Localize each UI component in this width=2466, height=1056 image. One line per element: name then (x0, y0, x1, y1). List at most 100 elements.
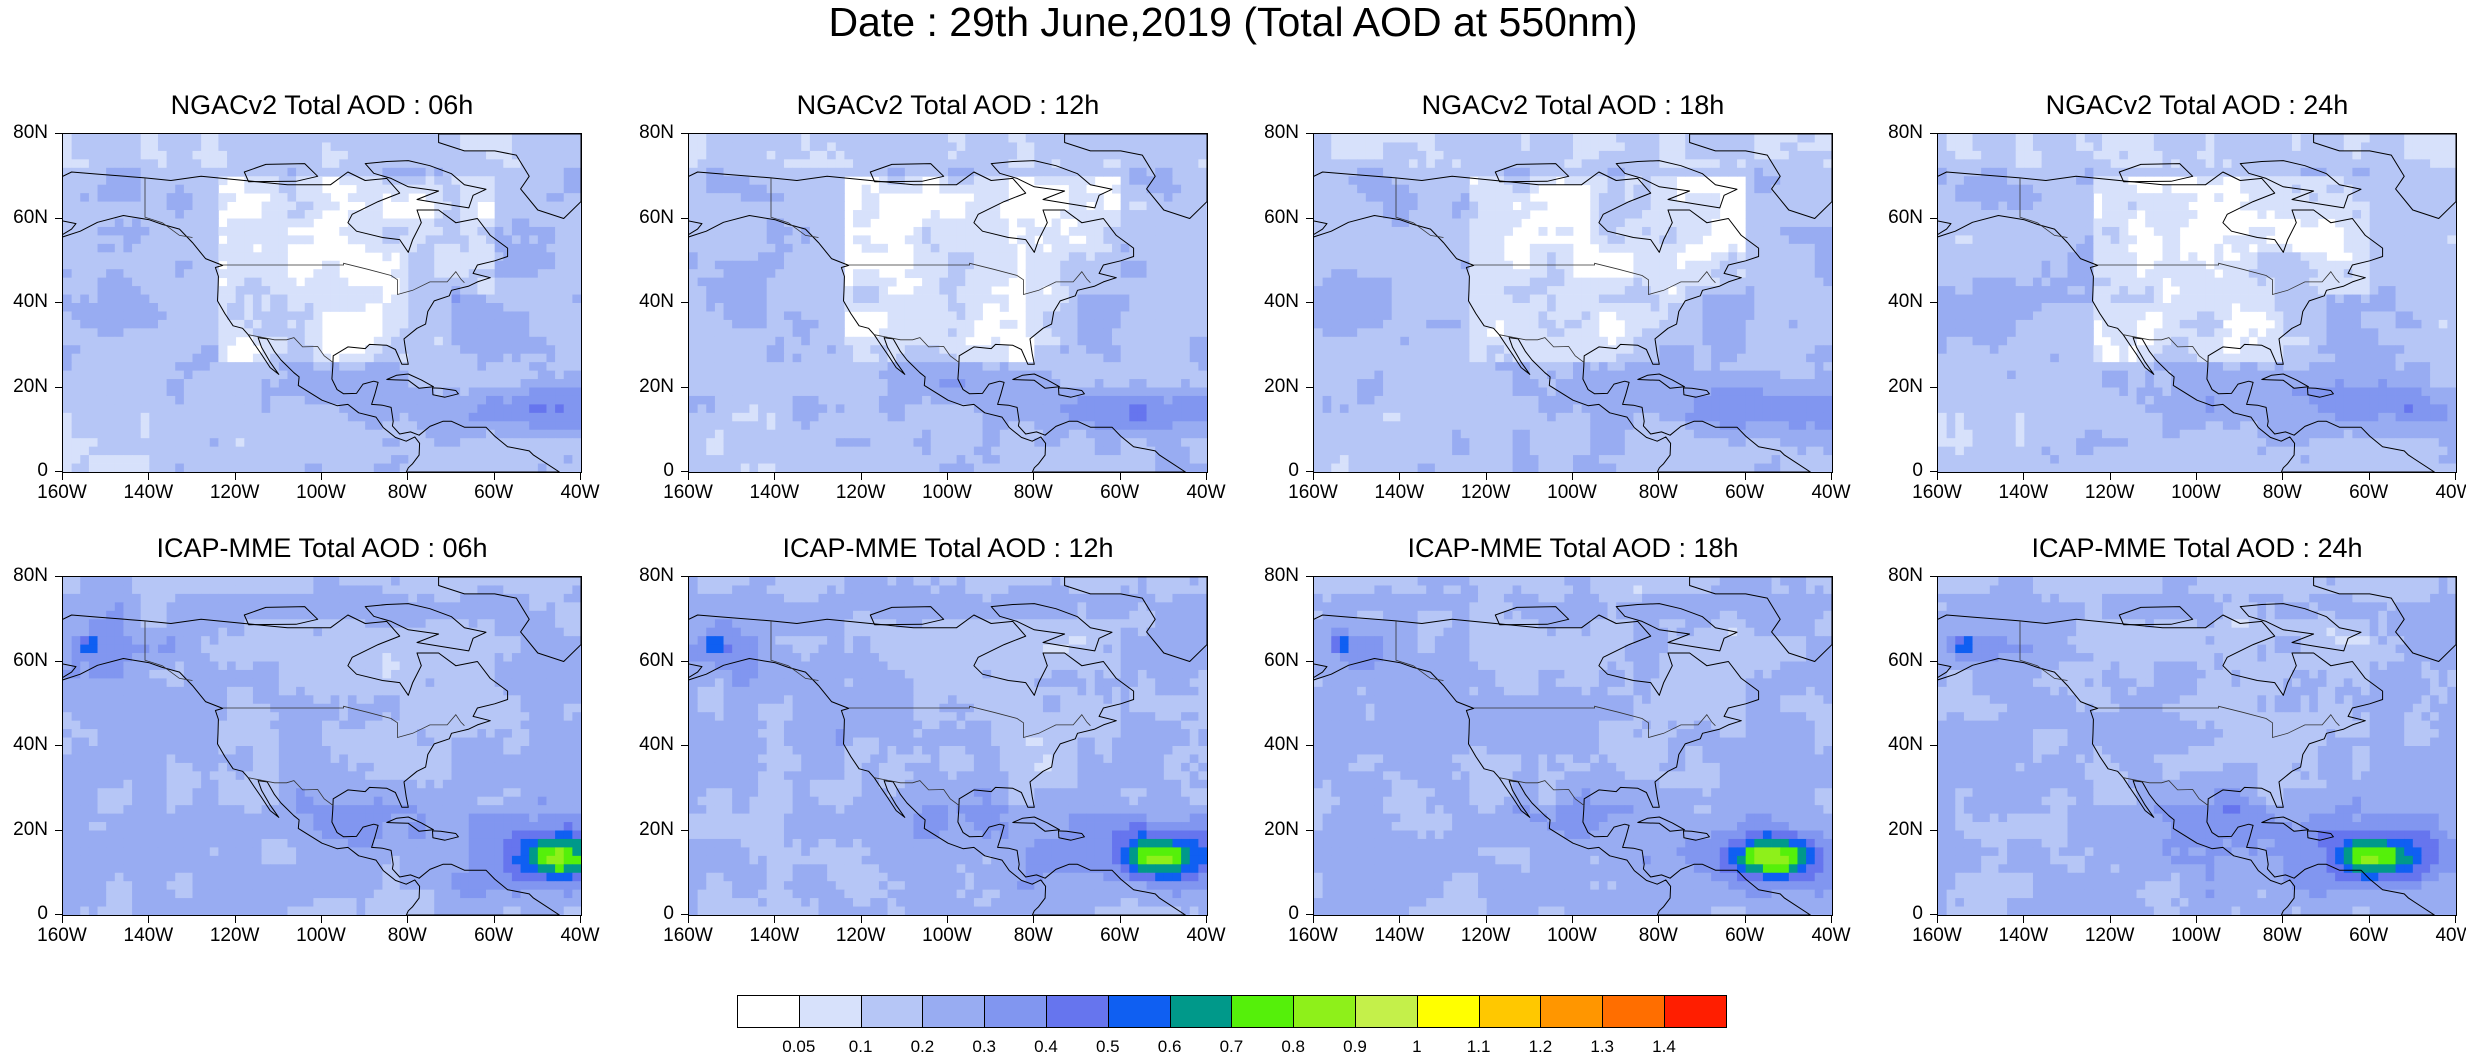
y-tick-mark (1306, 576, 1313, 577)
x-tick-label: 60W (474, 482, 514, 503)
y-tick-mark (1930, 471, 1937, 472)
coastlines (1938, 577, 2456, 915)
y-tick-label: 40N (1888, 734, 1923, 755)
y-tick-label: 20N (1888, 818, 1923, 840)
x-tick-label: 140W (1998, 925, 2049, 946)
x-tick-mark (1744, 473, 1746, 480)
x-tick-label: 60W (1725, 482, 1765, 503)
x-tick-mark (1937, 916, 1938, 923)
x-tick-mark (1831, 916, 1832, 923)
y-tick-mark (1306, 660, 1313, 662)
y-tick-label: 0 (663, 460, 674, 481)
x-tick-label: 80W (1013, 925, 1053, 946)
y-tick-mark (1306, 745, 1313, 746)
x-tick-mark (1831, 473, 1832, 480)
x-tick-label: 40W (560, 482, 600, 503)
map-panel: ICAP-MME Total AOD : 06h 80N 60N 40N 20N 0 160… (13, 533, 599, 946)
x-tick-mark (1119, 473, 1121, 480)
x-tick-mark (2368, 473, 2370, 480)
x-tick-mark (2109, 473, 2111, 480)
y-tick-label: 80N (639, 565, 674, 586)
colorbar-swatch (922, 995, 986, 1028)
y-tick-label: 80N (1264, 565, 1299, 586)
y-tick-mark (55, 745, 62, 746)
x-tick-mark (1033, 916, 1035, 923)
colorbar-swatch (984, 995, 1047, 1028)
x-tick-mark (2109, 916, 2111, 923)
colorbar-label: 0.9 (1343, 1037, 1367, 1056)
coastlines (1314, 577, 1832, 915)
y-tick-mark (55, 302, 62, 303)
coastlines (63, 134, 581, 472)
x-tick-label: 100W (922, 482, 972, 503)
x-tick-mark (321, 473, 322, 480)
x-tick-label: 40W (560, 925, 600, 946)
x-tick-label: 120W (2084, 482, 2135, 503)
aod-field (1314, 577, 1832, 915)
y-tick-mark (55, 133, 62, 134)
y-tick-label: 0 (37, 460, 48, 481)
coastlines (689, 577, 1207, 915)
x-tick-label: 160W (663, 482, 713, 503)
colorbar-swatch (1478, 995, 1542, 1028)
colorbar-label: 0.3 (972, 1037, 996, 1056)
x-tick-label: 120W (2084, 925, 2135, 946)
y-tick-label: 80N (1888, 122, 1923, 143)
y-tick-label: 60N (1888, 649, 1923, 671)
x-tick-mark (148, 916, 150, 923)
x-tick-mark (1658, 473, 1660, 480)
x-tick-label: 140W (1998, 482, 2049, 503)
x-tick-label: 40W (1186, 925, 1226, 946)
y-tick-label: 80N (13, 122, 48, 143)
colorbar-label: 1.3 (1590, 1037, 1614, 1056)
y-tick-mark (1306, 386, 1313, 388)
coastlines (689, 134, 1207, 472)
y-tick-label: 80N (1264, 122, 1299, 143)
coastlines (1938, 134, 2456, 472)
x-tick-label: 100W (1547, 482, 1597, 503)
aod-field (689, 134, 1207, 472)
map-panel: ICAP-MME Total AOD : 18h 80N 60N 40N 20N 0 160… (1264, 533, 1850, 946)
y-tick-mark (1930, 829, 1937, 831)
x-tick-mark (2023, 473, 2025, 480)
x-tick-mark (1206, 916, 1207, 923)
y-tick-label: 60N (1264, 206, 1299, 228)
y-tick-label: 0 (1912, 903, 1923, 924)
aod-field (63, 134, 581, 472)
x-tick-mark (407, 473, 409, 480)
x-tick-mark (1744, 916, 1746, 923)
x-tick-mark (1033, 473, 1035, 480)
aod-field (1938, 577, 2456, 915)
x-tick-mark (2196, 473, 2197, 480)
aod-map (1937, 133, 2457, 473)
x-tick-mark (860, 916, 862, 923)
aod-map (1937, 576, 2457, 916)
x-tick-mark (2282, 916, 2284, 923)
x-tick-label: 160W (1288, 482, 1338, 503)
y-tick-label: 80N (13, 565, 48, 586)
x-tick-label: 100W (2171, 925, 2221, 946)
y-tick-mark (681, 576, 688, 577)
colorbar-label: 0.05 (782, 1037, 816, 1056)
x-tick-label: 160W (663, 925, 713, 946)
x-tick-label: 120W (209, 925, 260, 946)
x-tick-label: 160W (37, 482, 87, 503)
aod-map (62, 133, 582, 473)
y-tick-mark (1306, 471, 1313, 472)
x-tick-label: 40W (1811, 482, 1851, 503)
x-tick-label: 120W (835, 925, 886, 946)
y-tick-mark (681, 829, 688, 831)
colorbar-swatch (860, 995, 924, 1028)
y-tick-label: 40N (1888, 291, 1923, 312)
y-tick-mark (1306, 217, 1313, 219)
x-tick-label: 40W (2435, 925, 2466, 946)
x-tick-mark (2455, 916, 2456, 923)
colorbar-label: 1.2 (1528, 1037, 1553, 1056)
y-tick-mark (55, 829, 62, 831)
coastlines (63, 577, 581, 915)
x-tick-label: 40W (1186, 482, 1226, 503)
x-tick-mark (947, 916, 948, 923)
x-tick-label: 80W (1013, 482, 1053, 503)
colorbar-label: 1.4 (1652, 1037, 1676, 1056)
x-tick-label: 160W (1912, 925, 1962, 946)
